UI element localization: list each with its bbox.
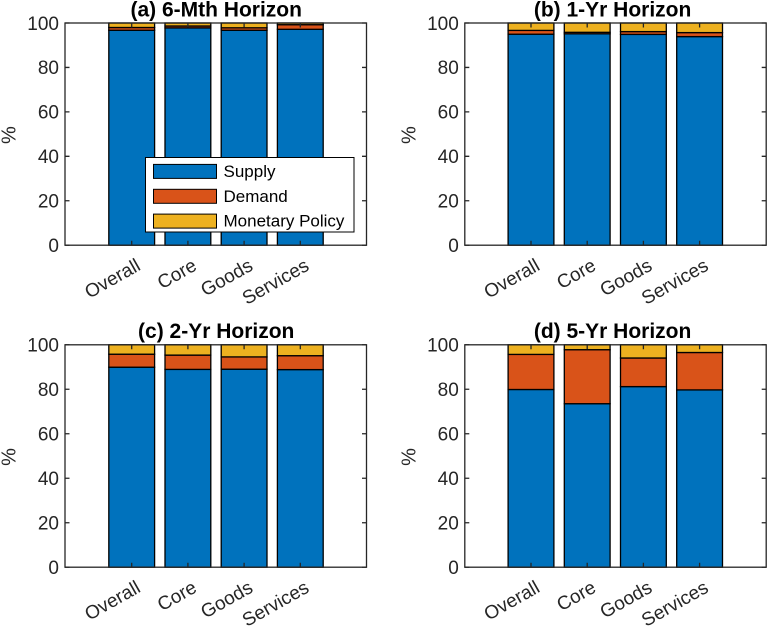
svg-text:40: 40 <box>438 147 459 168</box>
svg-text:0: 0 <box>448 236 459 257</box>
svg-text:100: 100 <box>27 336 59 357</box>
svg-text:60: 60 <box>38 425 59 446</box>
svg-text:%: % <box>398 126 420 144</box>
svg-text:40: 40 <box>438 469 459 490</box>
svg-text:20: 20 <box>38 514 59 535</box>
svg-text:0: 0 <box>48 558 59 579</box>
svg-text:80: 80 <box>38 380 59 401</box>
svg-text:80: 80 <box>438 380 459 401</box>
svg-text:20: 20 <box>438 514 459 535</box>
svg-text:40: 40 <box>38 147 59 168</box>
svg-text:0: 0 <box>48 236 59 257</box>
svg-text:100: 100 <box>27 14 59 35</box>
svg-text:%: % <box>0 126 21 144</box>
svg-text:100: 100 <box>427 336 459 357</box>
svg-text:(b) 1-Yr Horizon: (b) 1-Yr Horizon <box>534 0 692 21</box>
svg-text:40: 40 <box>38 469 59 490</box>
svg-text:(d) 5-Yr Horizon: (d) 5-Yr Horizon <box>534 320 692 343</box>
svg-text:80: 80 <box>438 58 459 79</box>
svg-text:Demand: Demand <box>224 187 288 206</box>
svg-text:0: 0 <box>448 558 459 579</box>
svg-text:(c) 2-Yr Horizon: (c) 2-Yr Horizon <box>138 320 294 343</box>
svg-text:60: 60 <box>438 425 459 446</box>
svg-text:%: % <box>0 448 21 466</box>
svg-text:20: 20 <box>38 192 59 213</box>
svg-text:(a) 6-Mth Horizon: (a) 6-Mth Horizon <box>130 0 301 21</box>
svg-text:Supply: Supply <box>224 162 276 181</box>
svg-text:60: 60 <box>38 103 59 124</box>
svg-text:%: % <box>398 448 420 466</box>
svg-text:100: 100 <box>427 14 459 35</box>
svg-text:80: 80 <box>38 58 59 79</box>
svg-text:60: 60 <box>438 103 459 124</box>
svg-text:20: 20 <box>438 192 459 213</box>
svg-text:Monetary Policy: Monetary Policy <box>224 212 345 231</box>
